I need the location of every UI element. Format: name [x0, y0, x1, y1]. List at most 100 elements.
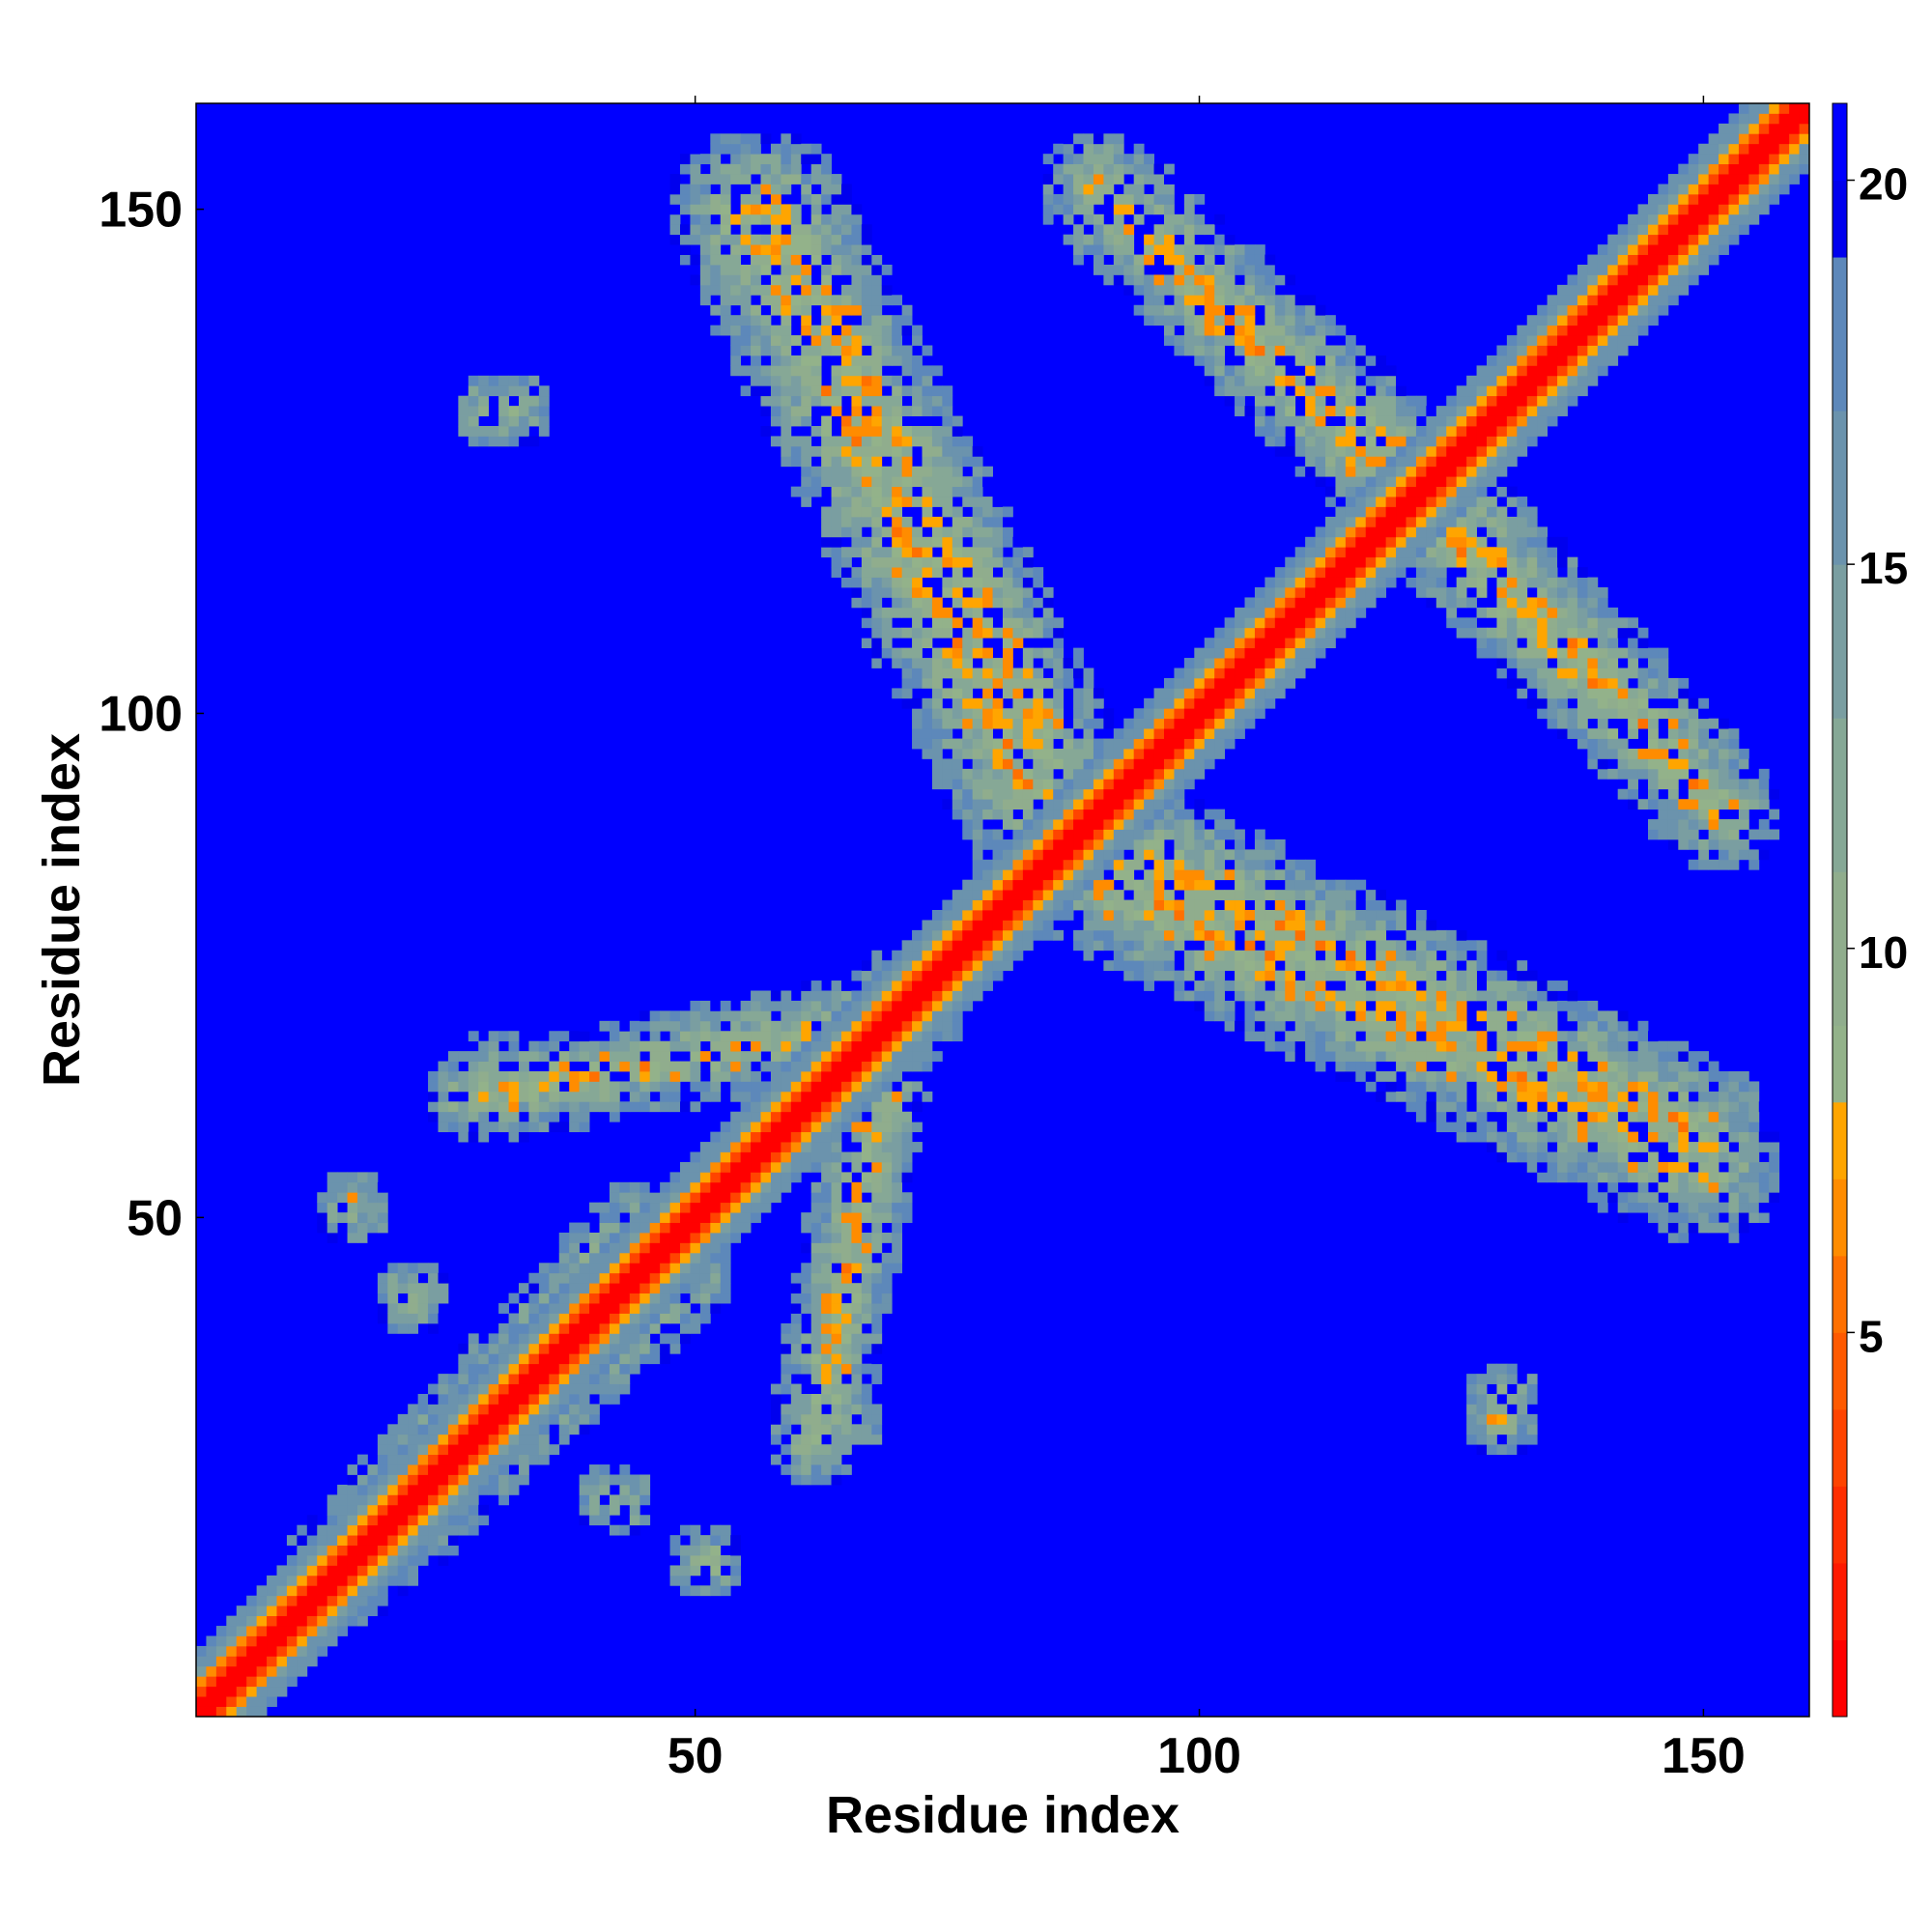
heatmap-cell — [1033, 647, 1044, 659]
heatmap-cell — [821, 335, 832, 346]
heatmap-cell — [831, 1131, 842, 1143]
heatmap-cell — [1274, 647, 1286, 659]
heatmap-cell — [1174, 213, 1185, 225]
heatmap-cell — [1426, 497, 1437, 507]
heatmap-cell — [851, 1051, 863, 1062]
heatmap-cell — [740, 1142, 752, 1152]
heatmap-cell — [720, 1040, 731, 1052]
heatmap-cell — [972, 779, 983, 790]
heatmap-cell — [892, 436, 903, 447]
heatmap-cell — [528, 1081, 540, 1093]
heatmap-cell — [1355, 587, 1367, 598]
heatmap-cell — [972, 980, 983, 991]
heatmap-cell — [649, 1010, 661, 1022]
heatmap-cell — [377, 1272, 388, 1284]
heatmap-cell — [1073, 133, 1084, 145]
heatmap-cell — [892, 1111, 903, 1122]
heatmap-cell — [1446, 990, 1458, 1002]
heatmap-cell — [428, 1322, 439, 1334]
heatmap-cell — [841, 1031, 852, 1042]
heatmap-cell — [1103, 819, 1115, 830]
heatmap-cell — [1042, 749, 1054, 759]
heatmap-cell — [1426, 456, 1437, 468]
heatmap-cell — [488, 1051, 499, 1062]
heatmap-cell — [881, 1122, 893, 1133]
heatmap-cell — [892, 1020, 903, 1032]
heatmap-cell — [256, 1615, 268, 1627]
heatmap-cell — [1183, 315, 1195, 327]
heatmap-cell — [1355, 1040, 1367, 1052]
heatmap-cell — [1063, 890, 1074, 900]
heatmap-cell — [972, 869, 983, 881]
heatmap-cell — [790, 1151, 802, 1163]
heatmap-cell — [438, 1374, 449, 1384]
heatmap-cell — [327, 1605, 338, 1617]
heatmap-cell — [730, 1222, 742, 1234]
heatmap-cell — [478, 1464, 490, 1475]
heatmap-cell — [1235, 990, 1245, 1002]
heatmap-cell — [912, 406, 923, 416]
heatmap-cell — [1466, 406, 1477, 416]
heatmap-cell — [347, 1172, 358, 1183]
heatmap-cell — [1235, 406, 1245, 416]
heatmap-cell — [1144, 304, 1154, 316]
heatmap-cell — [1446, 1020, 1458, 1032]
heatmap-cell — [790, 486, 802, 497]
heatmap-cell — [922, 1010, 933, 1022]
heatmap-cell — [256, 1635, 268, 1647]
heatmap-cell — [1435, 556, 1447, 568]
heatmap-cell — [1063, 184, 1074, 195]
heatmap-cell — [297, 1565, 308, 1577]
heatmap-cell — [760, 1111, 772, 1122]
heatmap-cell — [1194, 647, 1206, 659]
heatmap-cell — [1042, 838, 1054, 850]
heatmap-cell — [1214, 697, 1226, 709]
heatmap-cell — [751, 1212, 761, 1223]
heatmap-cell — [1466, 1404, 1477, 1415]
heatmap-cell — [1385, 556, 1397, 568]
heatmap-cell — [982, 869, 993, 881]
heatmap-cell — [408, 1575, 419, 1586]
heatmap-cell — [1073, 899, 1084, 911]
heatmap-cell — [1335, 1061, 1347, 1072]
heatmap-cell — [1345, 1051, 1356, 1062]
heatmap-cell — [851, 1091, 863, 1102]
heatmap-cell — [790, 274, 802, 286]
heatmap-cell — [1244, 668, 1256, 679]
heatmap-cell — [478, 1111, 490, 1122]
heatmap-cell — [881, 677, 893, 689]
heatmap-cell — [660, 1192, 670, 1204]
heatmap-cell — [1144, 960, 1154, 972]
heatmap-cell — [246, 1626, 258, 1636]
heatmap-cell — [720, 1031, 731, 1042]
heatmap-cell — [1355, 556, 1367, 568]
heatmap-cell — [680, 1212, 691, 1223]
heatmap-cell — [801, 415, 812, 427]
heatmap-cell — [347, 1222, 358, 1234]
heatmap-cell — [810, 1000, 822, 1011]
heatmap-cell — [1376, 516, 1387, 527]
heatmap-cell — [680, 234, 691, 245]
heatmap-cell — [357, 1454, 368, 1465]
heatmap-cell — [639, 1333, 651, 1345]
heatmap-cell — [871, 304, 883, 316]
heatmap-cell — [1355, 577, 1367, 588]
heatmap-cell — [1153, 788, 1165, 800]
heatmap-cell — [1335, 1051, 1347, 1062]
heatmap-cell — [861, 1313, 872, 1324]
heatmap-cell — [367, 1181, 379, 1193]
heatmap-cell — [790, 1444, 802, 1456]
heatmap-cell — [1224, 658, 1236, 668]
heatmap-cell — [408, 1293, 419, 1304]
heatmap-cell — [1174, 749, 1185, 759]
heatmap-cell — [1385, 970, 1397, 981]
heatmap-cell — [680, 1555, 691, 1566]
heatmap-cell — [1294, 1020, 1306, 1032]
heatmap-cell — [831, 1383, 842, 1395]
heatmap-cell — [1012, 627, 1024, 639]
heatmap-cell — [912, 466, 923, 477]
heatmap-cell — [871, 406, 883, 416]
heatmap-cell — [851, 597, 863, 609]
heatmap-cell — [488, 1484, 499, 1495]
heatmap-cell — [488, 426, 499, 437]
